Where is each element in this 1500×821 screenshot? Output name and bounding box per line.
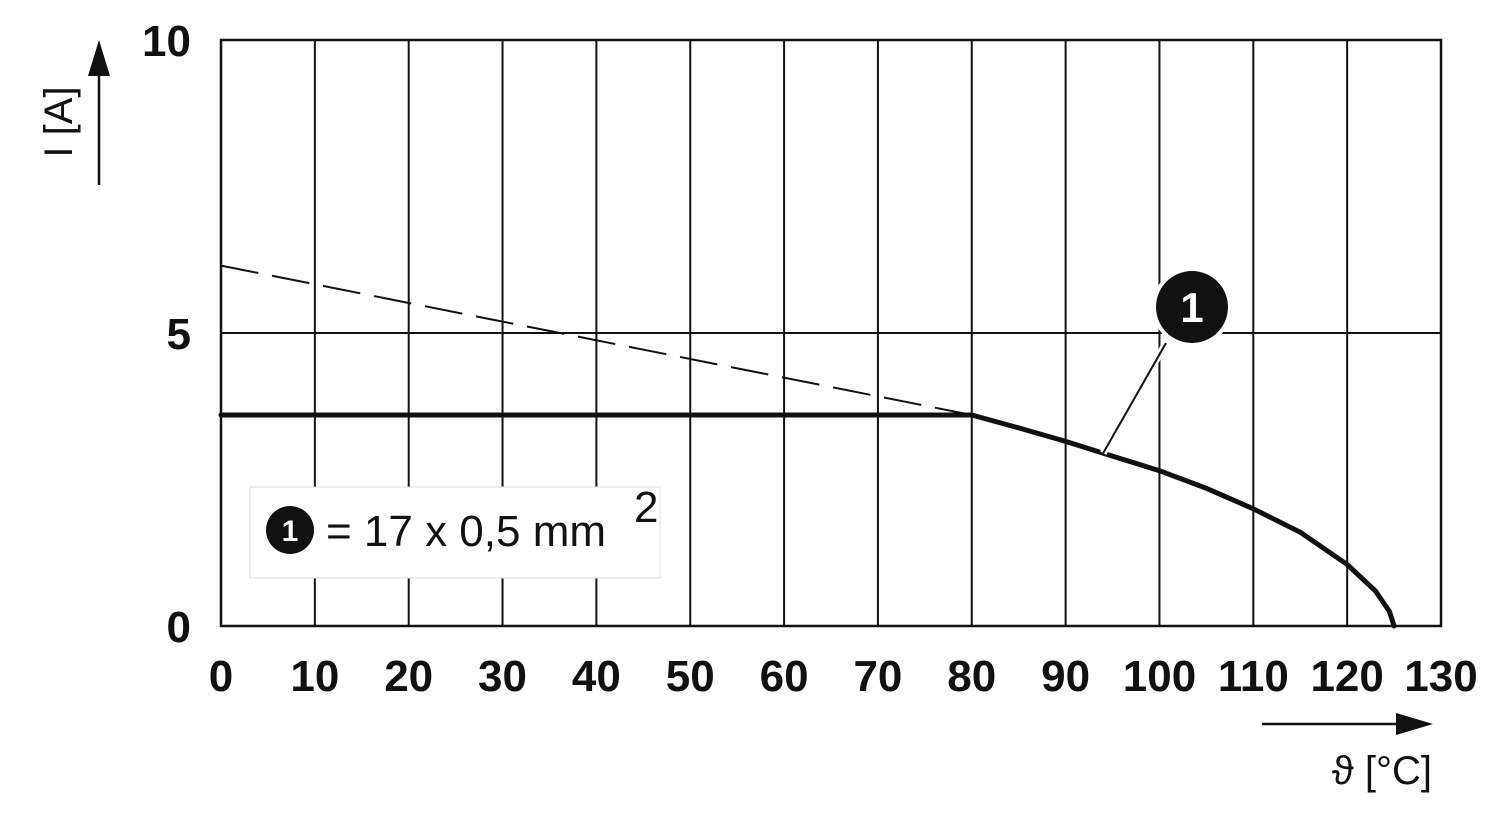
x-tick-label: 130 [1404,652,1477,701]
x-tick-label: 100 [1123,652,1196,701]
legend-badge-label: 1 [282,515,299,548]
x-tick-label: 50 [666,652,715,701]
series-line-dashed [220,264,972,416]
x-tick-label: 80 [947,652,996,701]
legend-superscript: 2 [634,483,658,532]
plot-frame [219,38,1443,628]
y-tick-label: 0 [167,603,191,652]
x-tick-label: 70 [853,652,902,701]
y-axis-label: I [A] [37,86,81,157]
legend: 1 = 17 x 0,5 mm 2 [249,483,661,579]
x-tick-label: 120 [1310,652,1383,701]
legend-text: = 17 x 0,5 mm [326,507,606,556]
series-line-1 [218,412,1397,629]
series-callout: 1 [1100,267,1232,455]
callout-leader-line [1102,342,1167,454]
legend-badge [266,506,314,554]
x-tick-label: 30 [478,652,527,701]
callout-badge-label: 1 [1180,284,1203,331]
x-tick-label: 0 [209,652,233,701]
x-tick-label: 60 [760,652,809,701]
series-group [218,264,1397,629]
y-tick-labels: 0 5 10 [142,17,191,652]
x-tick-labels: 0 10 20 30 40 50 60 70 80 90 100 110 120 130 [209,652,1478,701]
x-tick-label: 90 [1041,652,1090,701]
y-tick-label: 5 [167,310,191,359]
grid [221,40,1441,626]
y-tick-label: 10 [142,17,191,66]
x-tick-label: 40 [572,652,621,701]
x-tick-label: 20 [384,652,433,701]
callout-badge-fill [1156,271,1228,343]
plot-border [219,38,1443,628]
x-axis-label: ϑ [°C] [1332,749,1432,793]
x-axis-arrow [1262,713,1433,735]
x-tick-label: 110 [1218,652,1289,701]
y-axis-arrow [88,40,110,185]
x-tick-label: 10 [290,652,339,701]
